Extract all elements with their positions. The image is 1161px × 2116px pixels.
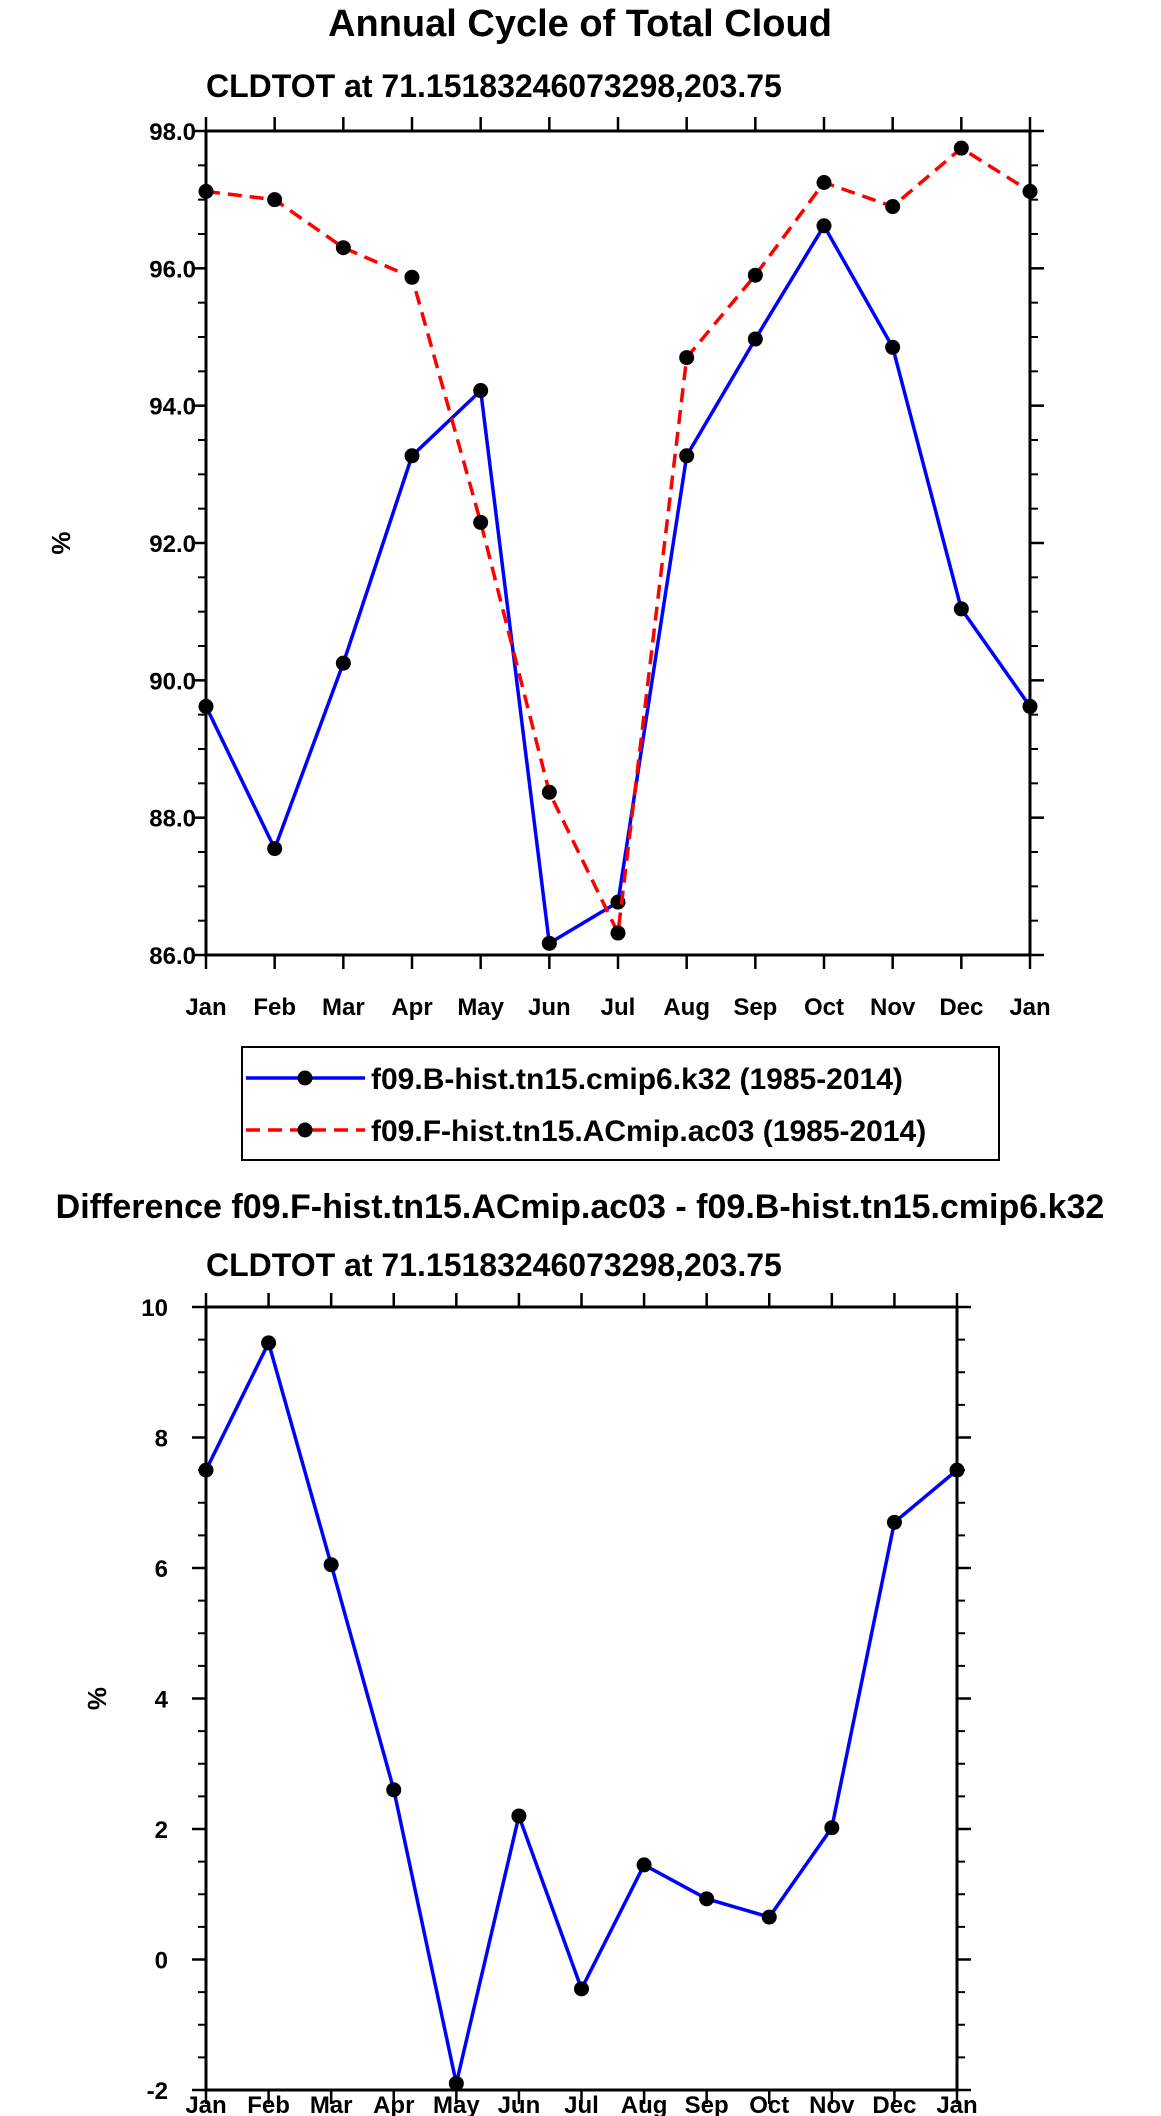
chart-title: Difference f09.F-hist.tn15.ACmip.ac03 - … bbox=[56, 1188, 1105, 1226]
x-tick-label: Jun bbox=[528, 994, 571, 1021]
y-tick-label: 94.0 bbox=[149, 394, 196, 421]
legend-marker bbox=[297, 1122, 313, 1138]
y-tick-label: 0 bbox=[155, 1948, 168, 1975]
x-tick-label: Jan bbox=[185, 994, 226, 1021]
y-tick-label: 8 bbox=[155, 1426, 168, 1453]
data-point bbox=[1022, 698, 1038, 714]
y-axis-label: % bbox=[46, 531, 76, 554]
chart-title: Annual Cycle of Total Cloud bbox=[328, 3, 832, 45]
plot-frame bbox=[204, 129, 1032, 957]
data-point bbox=[747, 267, 763, 283]
data-point bbox=[885, 199, 901, 215]
x-tick-label: Oct bbox=[749, 2092, 789, 2116]
x-tick-label: May bbox=[433, 2092, 480, 2116]
y-tick-label: 92.0 bbox=[149, 531, 196, 558]
x-tick-label: Jun bbox=[498, 2092, 541, 2116]
data-point bbox=[335, 240, 351, 256]
data-point bbox=[267, 841, 283, 857]
y-tick-label: -2 bbox=[147, 2078, 168, 2105]
data-point bbox=[885, 339, 901, 355]
y-tick-label: 2 bbox=[155, 1817, 168, 1844]
x-tick-label: Aug bbox=[621, 2092, 668, 2116]
data-point bbox=[679, 448, 695, 464]
x-tick-label: Mar bbox=[310, 2092, 353, 2116]
data-point bbox=[816, 218, 832, 234]
legend-box bbox=[241, 1046, 1000, 1161]
y-axis-label: % bbox=[82, 1687, 112, 1710]
x-tick-label: Feb bbox=[247, 2092, 290, 2116]
data-point bbox=[261, 1335, 277, 1351]
chart-subtitle: CLDTOT at 71.15183246073298,203.75 bbox=[206, 68, 782, 104]
legend-entry-1: f09.B-hist.tn15.cmip6.k32 (1985-2014) bbox=[371, 1063, 903, 1096]
data-point bbox=[386, 1782, 402, 1798]
data-point bbox=[267, 192, 283, 208]
x-tick-label: Apr bbox=[391, 994, 432, 1021]
x-tick-label: Jan bbox=[185, 2092, 226, 2116]
x-tick-label: Aug bbox=[663, 994, 710, 1021]
legend: f09.B-hist.tn15.cmip6.k32 (1985-2014) f09… bbox=[241, 1046, 1000, 1161]
data-point bbox=[747, 331, 763, 347]
data-point bbox=[761, 1909, 777, 1925]
data-point bbox=[198, 183, 214, 199]
data-point bbox=[473, 514, 489, 530]
x-tick-label: Mar bbox=[322, 994, 365, 1021]
x-tick-label: Apr bbox=[373, 2092, 414, 2116]
data-point bbox=[198, 1462, 214, 1478]
data-point bbox=[473, 383, 489, 399]
x-tick-label: Nov bbox=[870, 994, 916, 1021]
series-line-2 bbox=[205, 146, 1031, 935]
data-point bbox=[949, 1462, 965, 1478]
chart-subtitle: CLDTOT at 71.15183246073298,203.75 bbox=[206, 1247, 782, 1283]
y-tick-label: 4 bbox=[155, 1687, 169, 1714]
y-tick-label: 98.0 bbox=[149, 119, 196, 146]
y-tick-label: 88.0 bbox=[149, 806, 196, 833]
x-tick-label: Sep bbox=[733, 994, 777, 1021]
chart-panel-2: Difference f09.F-hist.tn15.ACmip.ac03 - … bbox=[56, 1188, 1105, 2116]
data-point bbox=[404, 448, 420, 464]
series-line-1 bbox=[204, 224, 1032, 946]
x-tick-label: Dec bbox=[939, 994, 983, 1021]
x-tick-label: Jan bbox=[1009, 994, 1050, 1021]
data-point bbox=[953, 140, 969, 156]
data-point bbox=[198, 698, 214, 714]
data-point bbox=[541, 784, 557, 800]
x-tick-label: Nov bbox=[809, 2092, 855, 2116]
x-tick-label: Jul bbox=[601, 994, 636, 1021]
y-tick-label: 10 bbox=[141, 1295, 168, 1322]
y-tick-label: 96.0 bbox=[149, 256, 196, 283]
data-point bbox=[323, 1557, 339, 1573]
x-tick-label: Jul bbox=[564, 2092, 599, 2116]
data-point bbox=[574, 1981, 589, 1997]
data-point bbox=[636, 1857, 652, 1873]
x-tick-label: Oct bbox=[804, 994, 844, 1021]
data-point bbox=[448, 2075, 464, 2091]
plot-frame bbox=[204, 1305, 959, 2092]
data-point bbox=[953, 601, 969, 617]
x-tick-label: Feb bbox=[253, 994, 296, 1021]
data-point bbox=[1022, 183, 1038, 199]
chart-panel-1: Annual Cycle of Total Cloud CLDTOT at 71.… bbox=[46, 3, 1051, 1161]
series-line-1 bbox=[204, 1341, 959, 2086]
data-point bbox=[886, 1514, 902, 1530]
data-point bbox=[335, 655, 351, 671]
y-tick-label: 90.0 bbox=[149, 668, 196, 695]
data-point bbox=[816, 175, 832, 190]
y-tick-label: 6 bbox=[155, 1556, 168, 1583]
y-tick-label: 86.0 bbox=[149, 943, 196, 970]
data-point bbox=[541, 935, 557, 951]
data-point bbox=[699, 1891, 715, 1907]
data-point bbox=[610, 925, 626, 941]
legend-entry-2: f09.F-hist.tn15.ACmip.ac03 (1985-2014) bbox=[371, 1115, 926, 1148]
x-tick-label: Sep bbox=[685, 2092, 729, 2116]
x-tick-label: Jan bbox=[936, 2092, 977, 2116]
data-point bbox=[824, 1820, 840, 1836]
data-point bbox=[679, 350, 695, 366]
legend-marker bbox=[297, 1070, 313, 1086]
data-point bbox=[511, 1808, 527, 1824]
x-tick-label: Dec bbox=[872, 2092, 916, 2116]
data-point bbox=[404, 269, 420, 285]
x-tick-label: May bbox=[457, 994, 504, 1021]
